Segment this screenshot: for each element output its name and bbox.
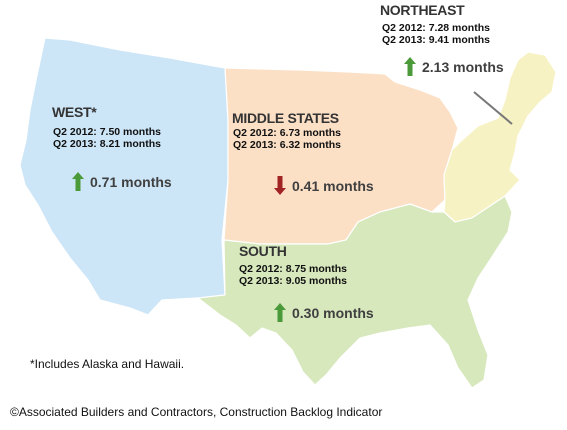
footnote: *Includes Alaska and Hawaii. [30, 357, 185, 371]
northeast-change: 2.13 months [404, 57, 504, 76]
middle-q2-2013: Q2 2013: 6.32 months [233, 139, 341, 151]
west-title: WEST* [52, 104, 97, 120]
region-south-shape [196, 195, 513, 389]
region-west-shape [19, 37, 229, 316]
west-change: 0.71 months [72, 172, 172, 191]
south-q2-2013: Q2 2013: 9.05 months [239, 275, 347, 287]
region-northeast-shape [443, 51, 557, 223]
middle-title: MIDDLE STATES [232, 110, 339, 126]
northeast-leader-line [473, 91, 513, 125]
south-q2-2012: Q2 2012: 8.75 months [239, 263, 347, 275]
west-q2-2013: Q2 2013: 8.21 months [53, 138, 161, 150]
up-arrow-icon [404, 57, 416, 76]
northeast-q2-2012: Q2 2012: 7.28 months [382, 22, 490, 34]
down-arrow-icon [274, 176, 286, 195]
northeast-change-value: 2.13 months [422, 58, 504, 75]
credit-line: ©Associated Builders and Contractors, Co… [10, 405, 383, 419]
middle-change-value: 0.41 months [292, 177, 374, 194]
south-change-value: 0.30 months [292, 304, 374, 321]
northeast-q2-2013: Q2 2013: 9.41 months [382, 34, 490, 46]
south-title: SOUTH [239, 243, 287, 259]
middle-q2-2012: Q2 2012: 6.73 months [233, 127, 341, 139]
up-arrow-icon [72, 172, 84, 191]
west-change-value: 0.71 months [90, 173, 172, 190]
up-arrow-icon [274, 303, 286, 322]
middle-change: 0.41 months [274, 176, 374, 195]
northeast-title: NORTHEAST [380, 2, 465, 18]
west-q2-2012: Q2 2012: 7.50 months [53, 126, 161, 138]
south-change: 0.30 months [274, 303, 374, 322]
